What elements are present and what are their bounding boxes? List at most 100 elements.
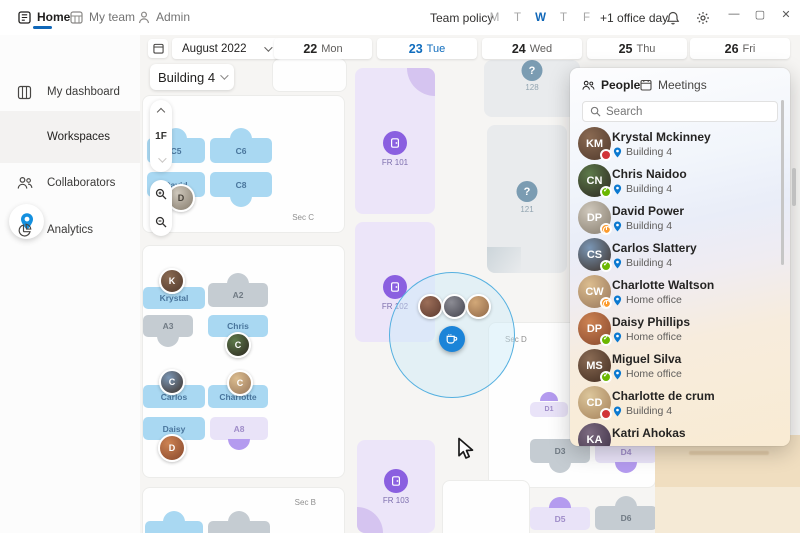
room-121[interactable]: ? 121	[487, 125, 567, 273]
zoom-out-button[interactable]	[155, 216, 167, 228]
person-location: Building 4	[613, 257, 672, 269]
desk-d5[interactable]: D5	[530, 497, 590, 530]
desk-b2[interactable]	[208, 511, 270, 533]
people-panel: People Meetings KM Krystal Mckinney Buil…	[570, 68, 790, 446]
person-row-charlotte-waltson[interactable]: CW Charlotte Waltson Home office	[570, 274, 782, 311]
floor-label: 1F	[155, 130, 167, 142]
sidebar-item-workspaces[interactable]: Workspaces	[0, 120, 140, 239]
desk-chair	[230, 128, 252, 139]
location-pin-icon	[613, 369, 622, 379]
collaborators-icon	[17, 176, 33, 190]
calendar-button[interactable]	[148, 39, 168, 58]
person-row-charlotte-de-crum[interactable]: CD Charlotte de crum Building 4	[570, 385, 782, 422]
search-input[interactable]	[606, 105, 756, 118]
desk-a2[interactable]: A2	[208, 273, 268, 307]
panel-scrollbar[interactable]	[781, 100, 784, 265]
floor-down-button[interactable]	[158, 154, 167, 163]
desk-charlotte[interactable]: Charlotte	[208, 385, 268, 408]
coffee-break-button[interactable]	[439, 326, 465, 352]
window-minimize-button[interactable]: —	[722, 8, 746, 20]
desk-b1[interactable]	[145, 511, 203, 533]
home-icon	[18, 10, 31, 24]
social-gathering-bubble[interactable]	[389, 272, 515, 398]
person-row-david[interactable]: DP David Power Building 4	[570, 200, 782, 237]
room-fr101[interactable]: FR 101	[355, 68, 435, 214]
team-icon	[70, 10, 83, 24]
window-scrollbar[interactable]	[792, 168, 796, 206]
room-128[interactable]: ? 128	[484, 60, 580, 117]
desk-daisy[interactable]: Daisy	[143, 417, 205, 440]
desk-a3[interactable]: A3	[143, 315, 193, 347]
chevron-down-icon	[220, 71, 229, 80]
floor-up-button[interactable]	[156, 107, 166, 117]
person-row-miguel[interactable]: MS Miguel Silva Home office	[570, 348, 782, 385]
room-fr103[interactable]: FR 103	[357, 440, 435, 533]
door-icon	[384, 469, 408, 493]
person-location: Home office	[613, 368, 682, 380]
presence-away-icon	[600, 297, 612, 309]
nav-admin[interactable]: Admin	[138, 10, 190, 24]
desk-c6[interactable]: C6	[210, 128, 272, 163]
tab-meetings[interactable]: Meetings	[640, 78, 707, 92]
weekday-wed-active[interactable]: W	[535, 11, 546, 24]
location-pin-icon	[613, 406, 622, 416]
desk-chair	[615, 462, 637, 473]
room-decoration	[487, 247, 521, 273]
presence-available-icon	[600, 371, 612, 383]
nav-home[interactable]: Home	[18, 10, 70, 24]
notifications-bell-icon[interactable]	[666, 11, 680, 25]
avatar: CN	[578, 164, 612, 198]
window-maximize-button[interactable]: ▢	[748, 8, 772, 21]
weekday-thu[interactable]: T	[559, 11, 568, 24]
desk-carlos[interactable]: Carlos	[143, 385, 205, 408]
weekday-mon[interactable]: M	[489, 11, 500, 24]
desk-d1[interactable]: D1	[530, 392, 568, 417]
month-dropdown[interactable]: August 2022	[172, 38, 280, 59]
person-row-katri[interactable]: KA Katri Ahokas	[570, 422, 782, 446]
day-tab-tue-selected[interactable]: 23 Tue	[377, 38, 477, 59]
zoom-in-button[interactable]	[155, 188, 167, 200]
person-name: Charlotte de crum	[612, 389, 715, 403]
weekday-fri[interactable]: F	[582, 11, 591, 24]
sidebar-active-highlight	[0, 111, 140, 163]
person-row-krystal[interactable]: KM Krystal Mckinney Building 4	[570, 126, 782, 163]
window-close-button[interactable]: ✕	[774, 8, 798, 21]
person-name: Charlotte Waltson	[612, 278, 715, 292]
desk-chair	[157, 336, 179, 347]
weekday-tue[interactable]: T	[513, 11, 522, 24]
mouse-cursor	[453, 436, 477, 467]
day-tab-wed[interactable]: 24 Wed	[482, 38, 582, 59]
analytics-pie-icon	[17, 223, 32, 238]
desk-krystal[interactable]: Krystal	[143, 287, 205, 309]
avatar: KA	[578, 423, 611, 446]
desk-chair	[549, 462, 571, 473]
desk-chris[interactable]: Chris	[208, 315, 268, 337]
person-row-carlos[interactable]: CS Carlos Slattery Building 4	[570, 237, 782, 274]
workspaces-pin-icon	[9, 204, 44, 239]
person-row-daisy[interactable]: DP Daisy Phillips Home office	[570, 311, 782, 348]
nav-my-team[interactable]: My team	[70, 10, 135, 24]
map-section-c: Sec C	[142, 95, 345, 233]
person-row-chris[interactable]: CN Chris Naidoo Building 4	[570, 163, 782, 200]
sidebar-item-collaborators[interactable]: Collaborators	[0, 166, 140, 200]
desk-d6[interactable]: D6	[595, 496, 657, 530]
location-pin-icon	[613, 258, 622, 268]
day-tab-mon[interactable]: 22 Mon	[274, 38, 372, 59]
sidebar-item-analytics[interactable]: Analytics	[0, 213, 140, 247]
day-tab-fri[interactable]: 26 Fri	[690, 38, 790, 59]
person-name: Katri Ahokas	[612, 426, 686, 440]
presence-busy-icon	[600, 149, 612, 161]
building-dropdown[interactable]: Building 4	[150, 64, 234, 90]
section-label: Sec B	[294, 498, 316, 507]
desk-a8[interactable]: A8	[210, 417, 268, 450]
person-location: Building 4	[613, 146, 672, 158]
day-tab-thu[interactable]: 25 Thu	[587, 38, 687, 59]
settings-gear-icon[interactable]	[696, 11, 710, 25]
tab-people[interactable]: People	[582, 78, 640, 105]
sidebar-item-my-dashboard[interactable]: My dashboard	[0, 75, 140, 109]
desk-c8[interactable]: C8	[210, 172, 272, 207]
desk-chair	[163, 511, 185, 522]
person-location: Building 4	[613, 405, 672, 417]
person-name: David Power	[612, 204, 685, 218]
